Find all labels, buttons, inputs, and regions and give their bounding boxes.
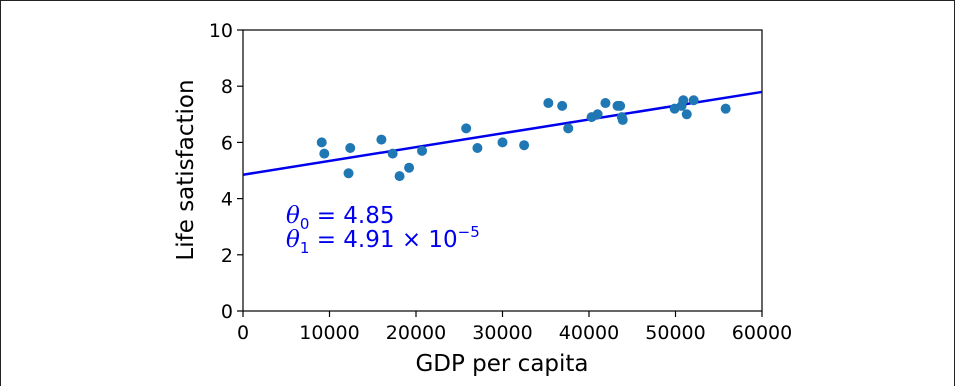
data-point [600, 98, 611, 109]
data-point [615, 100, 626, 111]
x-axis-title: GDP per capita [415, 351, 588, 377]
plot-area [242, 29, 763, 312]
x-tick-label: 60000 [732, 322, 792, 344]
x-axis-ticks: 0 10000 20000 30000 40000 50000 60000 [237, 311, 792, 344]
x-tick-label: 50000 [645, 322, 705, 344]
data-point [681, 109, 692, 120]
data-point [592, 109, 603, 120]
data-point [343, 168, 354, 179]
y-axis-title: Life satisfaction [173, 79, 199, 260]
y-tick-label: 2 [221, 245, 233, 267]
x-tick-label: 0 [237, 322, 249, 344]
data-point [376, 134, 387, 145]
data-point [417, 145, 428, 156]
data-point [678, 95, 689, 106]
x-tick-label: 40000 [559, 322, 619, 344]
y-tick-label: 6 [221, 132, 233, 154]
y-tick-label: 10 [209, 20, 233, 42]
y-axis-ticks: 0 2 4 6 8 10 [209, 20, 243, 323]
axes-border [242, 29, 763, 312]
data-point [394, 171, 405, 182]
x-tick-label: 20000 [386, 322, 446, 344]
x-tick-label: 30000 [472, 322, 532, 344]
x-tick-label: 10000 [299, 322, 359, 344]
data-point [519, 140, 530, 151]
data-point [345, 143, 356, 154]
y-tick-label: 4 [221, 189, 233, 211]
data-point [497, 137, 508, 148]
theta1-annotation: θ1 = 4.91 × 10−5 [286, 223, 480, 257]
data-point [688, 95, 699, 106]
data-point [557, 100, 568, 111]
data-point [617, 114, 628, 125]
data-point [316, 137, 327, 148]
data-point [404, 162, 415, 173]
data-point [461, 123, 472, 134]
data-point [563, 123, 574, 134]
y-tick-label: 8 [221, 76, 233, 98]
data-points [316, 95, 731, 182]
y-tick-label: 0 [221, 301, 233, 323]
theta0-annotation: θ0 = 4.85 [286, 203, 395, 233]
data-point [472, 143, 483, 154]
data-point [720, 103, 731, 114]
data-point [319, 148, 330, 159]
data-point [387, 148, 398, 159]
data-point [543, 98, 554, 109]
